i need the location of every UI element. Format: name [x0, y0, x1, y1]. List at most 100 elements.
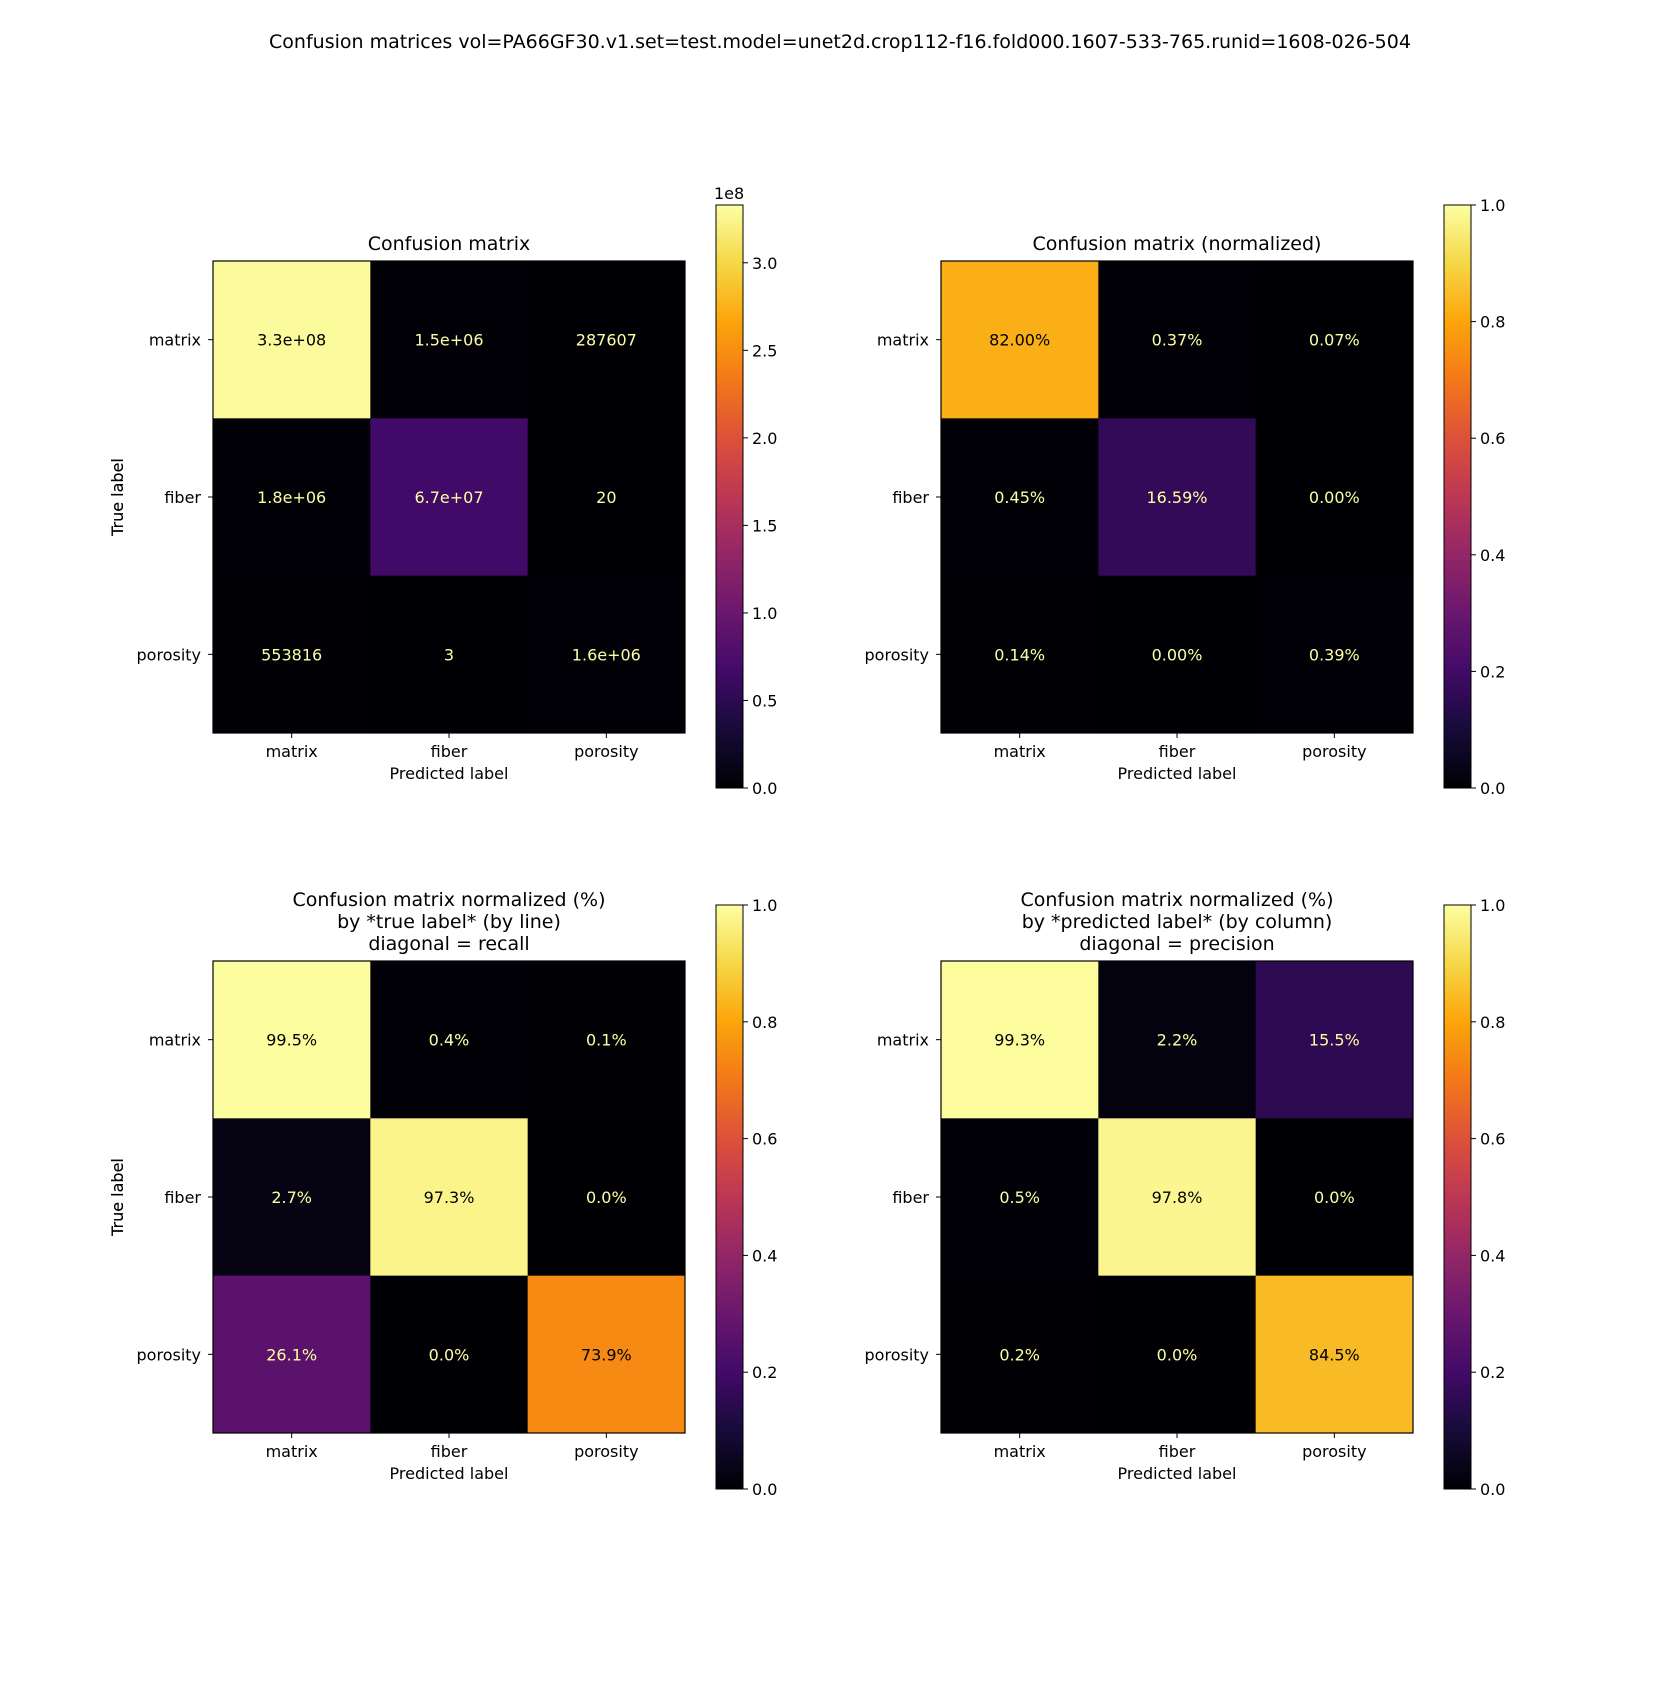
- cell-value-label: 0.07%: [1309, 331, 1360, 350]
- x-tick-label: matrix: [266, 742, 318, 761]
- cell-value-label: 20: [596, 488, 616, 507]
- y-tick-label: porosity: [865, 1345, 929, 1364]
- confusion-panel-4: 99.3% 2.2% 15.5% 0.5% 97.8% 0.0% 0.2% 0.0% 84.5%…: [108, 889, 1505, 1499]
- x-tick-label: matrix: [994, 742, 1046, 761]
- colorbar-tick-label: 0.4: [1480, 546, 1505, 565]
- heatmap-cell: [1255, 418, 1414, 577]
- x-tick-label: fiber: [431, 742, 468, 761]
- y-tick-label: porosity: [865, 645, 929, 664]
- colorbar-offset-label: 1e8: [714, 184, 744, 203]
- heatmap-cell: [213, 961, 371, 1119]
- cell-value-label: 97.3%: [424, 1188, 475, 1207]
- heatmap-cell: [1098, 261, 1257, 419]
- confusion-panel-3: 99.5% 0.4% 0.1% 2.7% 97.3% 0.0% 26.1% 0.0% 73.9%…: [108, 889, 777, 1499]
- heatmap-cell: [527, 1118, 686, 1277]
- x-axis-label: Predicted label: [1118, 1464, 1237, 1483]
- colorbar-tick-label: 0.6: [752, 1130, 777, 1149]
- colorbar-tick-label: 0.8: [752, 1013, 777, 1032]
- heatmap-cell: [370, 961, 529, 1119]
- panel-title: by *predicted label* (by column): [1022, 911, 1333, 933]
- colorbar: [716, 205, 743, 788]
- cell-value-label: 1.5e+06: [414, 331, 483, 350]
- cell-value-label: 0.1%: [586, 1031, 627, 1050]
- confusion-panel-1: 3.3e+08 1.5e+06 287607 1.8e+06 6.7e+07 20 5538…: [108, 184, 777, 798]
- x-tick-label: fiber: [1159, 1442, 1196, 1461]
- heatmap-cell: [1098, 961, 1257, 1119]
- colorbar-frame: [715, 204, 744, 789]
- cell-value-label: 287607: [576, 331, 637, 350]
- panel-title: Confusion matrix (normalized): [1033, 233, 1322, 255]
- y-tick-label: matrix: [877, 331, 929, 350]
- heatmap-cell: [527, 575, 686, 734]
- heatmap-cell: [1255, 575, 1414, 734]
- cell-value-label: 97.8%: [1152, 1188, 1203, 1207]
- heatmap-cell: [1255, 1118, 1414, 1277]
- colorbar-tick-label: 0.5: [752, 691, 777, 710]
- x-tick-label: porosity: [574, 1442, 638, 1461]
- x-axis-label: Predicted label: [390, 764, 509, 783]
- panel-title: Confusion matrix normalized (%): [292, 889, 605, 911]
- heatmap-cell: [370, 1118, 529, 1277]
- colorbar-tick-label: 0.8: [1480, 1013, 1505, 1032]
- colorbar-tick-label: 1.0: [1480, 196, 1505, 215]
- y-tick-label: matrix: [149, 331, 201, 350]
- colorbar-tick-label: 0.0: [752, 779, 777, 798]
- colorbar-tick-label: 0.4: [752, 1246, 777, 1265]
- figure-suptitle: Confusion matrices vol=PA66GF30.v1.set=t…: [269, 31, 1411, 53]
- cell-value-label: 0.5%: [999, 1188, 1040, 1207]
- heatmap-cell: [370, 418, 529, 577]
- cell-value-label: 0.4%: [429, 1031, 470, 1050]
- cell-value-label: 16.59%: [1146, 488, 1207, 507]
- panel-title: Confusion matrix: [368, 233, 530, 255]
- colorbar-frame: [1443, 904, 1472, 1490]
- cell-value-label: 26.1%: [266, 1345, 317, 1364]
- colorbar-tick-label: 1.5: [752, 516, 777, 535]
- colorbar-tick-label: 1.0: [1480, 896, 1505, 915]
- x-tick-label: porosity: [1302, 1442, 1366, 1461]
- cell-value-label: 0.0%: [429, 1345, 470, 1364]
- colorbar-tick-label: 0.2: [1480, 662, 1505, 681]
- y-tick-label: fiber: [892, 1188, 929, 1207]
- cell-value-label: 99.5%: [266, 1031, 317, 1050]
- y-tick-label: fiber: [892, 488, 929, 507]
- colorbar-tick-label: 0.4: [1480, 1246, 1505, 1265]
- colorbar-tick-label: 0.0: [1480, 1480, 1505, 1499]
- cell-value-label: 3: [444, 645, 454, 664]
- heatmap-cell: [213, 1275, 371, 1434]
- x-tick-label: matrix: [266, 1442, 318, 1461]
- x-tick-label: porosity: [1302, 742, 1366, 761]
- panel-title: Confusion matrix normalized (%): [1020, 889, 1333, 911]
- heatmap-cell: [527, 418, 686, 577]
- heatmap-cell: [213, 575, 371, 734]
- heatmap-cell: [941, 418, 1099, 577]
- colorbar-frame: [1443, 204, 1472, 789]
- cell-value-label: 15.5%: [1309, 1031, 1360, 1050]
- y-axis-label: True label: [108, 1158, 127, 1237]
- heatmap-cell: [1098, 1118, 1257, 1277]
- cell-value-label: 553816: [261, 645, 322, 664]
- y-tick-label: fiber: [164, 488, 201, 507]
- heatmap-cell: [1098, 575, 1257, 734]
- heatmap-cell: [1098, 418, 1257, 577]
- heatmap-cell: [941, 1118, 1099, 1277]
- cell-value-label: 0.00%: [1309, 488, 1360, 507]
- heatmap-cell: [941, 575, 1099, 734]
- colorbar-frame: [715, 904, 744, 1490]
- colorbar: [716, 905, 743, 1489]
- heatmap-cell: [213, 261, 371, 419]
- cell-value-label: 1.8e+06: [257, 488, 326, 507]
- heatmap-cell: [213, 1118, 371, 1277]
- y-axis-label: True label: [108, 458, 127, 537]
- cell-value-label: 0.0%: [586, 1188, 627, 1207]
- colorbar-tick-label: 1.0: [752, 604, 777, 623]
- heatmap-cell: [1255, 261, 1414, 419]
- colorbar-tick-label: 0.6: [1480, 1130, 1505, 1149]
- confusion-panel-2: 82.00% 0.37% 0.07% 0.45% 16.59% 0.00% 0.14% 0.0…: [108, 196, 1505, 798]
- colorbar-tick-label: 0.6: [1480, 429, 1505, 448]
- heatmap-cell: [527, 261, 686, 419]
- x-tick-label: fiber: [1159, 742, 1196, 761]
- colorbar-tick-label: 2.0: [752, 429, 777, 448]
- cell-value-label: 0.0%: [1157, 1345, 1198, 1364]
- cell-value-label: 3.3e+08: [257, 331, 326, 350]
